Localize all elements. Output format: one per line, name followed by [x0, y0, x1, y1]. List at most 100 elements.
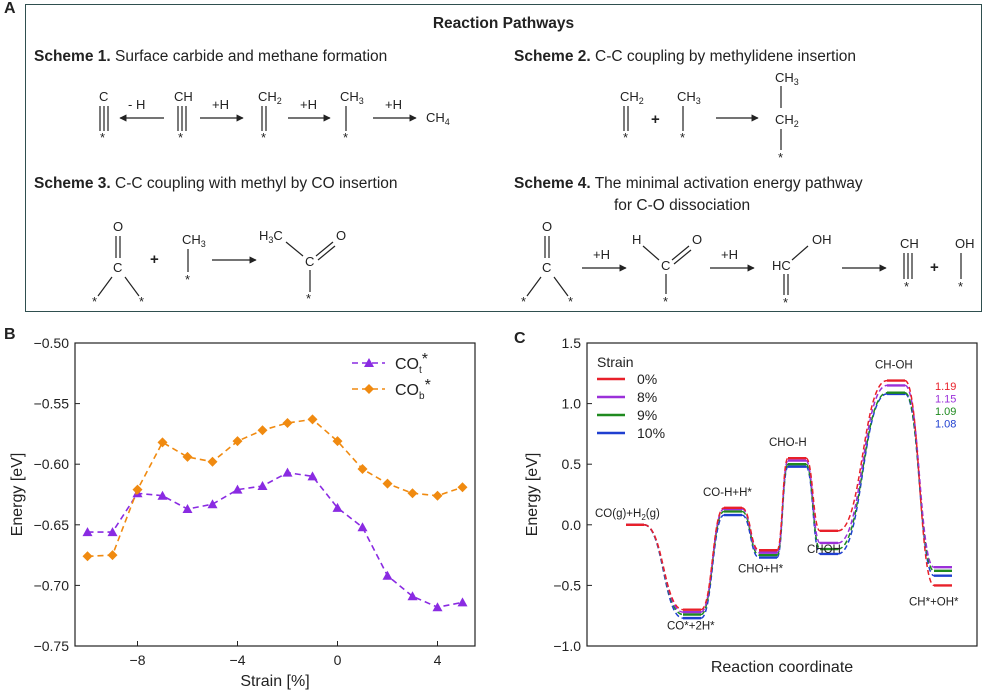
svg-text:*: * — [343, 130, 348, 145]
data-point — [332, 436, 343, 447]
s4-step-1: +H — [593, 247, 610, 262]
data-point — [407, 591, 418, 601]
legend-label-co-t: COt* — [395, 351, 428, 376]
svg-text:*: * — [178, 130, 183, 145]
svg-text:C: C — [542, 260, 551, 275]
svg-text:CH: CH — [900, 236, 919, 251]
connector-line — [904, 379, 935, 587]
series-line-co-b — [87, 418, 463, 558]
svg-text:*: * — [778, 150, 783, 165]
data-point — [257, 481, 268, 491]
y-tick-label: −0.65 — [34, 517, 70, 533]
x-tick-label: 0 — [334, 652, 342, 668]
svg-text:CH2: CH2 — [775, 112, 799, 129]
connector-line — [805, 463, 821, 550]
plot-frame — [586, 342, 978, 647]
s1-ch: CH — [174, 89, 193, 104]
data-point — [332, 502, 343, 512]
x-axis-label: Strain [%] — [240, 673, 309, 690]
svg-text:HC: HC — [772, 258, 791, 273]
data-point — [132, 484, 143, 495]
scheme-4-title-line2: for C-O dissociation — [614, 197, 751, 214]
data-point — [382, 478, 393, 489]
svg-text:*: * — [680, 130, 685, 145]
svg-text:C: C — [113, 260, 122, 275]
data-point — [357, 464, 368, 475]
scheme-4-title: Scheme 4. The minimal activation energy … — [514, 175, 863, 192]
svg-text:*: * — [958, 279, 963, 294]
svg-text:O: O — [113, 219, 123, 234]
data-point — [107, 550, 118, 561]
data-point — [107, 527, 118, 537]
scheme-4-drawing: O C * * +H H C O * +H HC OH * CH * + — [521, 219, 975, 310]
svg-text:*: * — [783, 295, 788, 310]
connector-line — [805, 457, 821, 532]
data-point — [232, 436, 243, 447]
scheme-1-drawing: C * - H CH * +H CH2 * +H CH3 * +H CH4 — [99, 89, 450, 145]
connector-line — [741, 507, 760, 552]
panel-c-letter: C — [514, 330, 526, 347]
legend-marker — [364, 358, 374, 367]
y-tick-label: 1.5 — [562, 335, 582, 351]
y-tick-label: −0.5 — [553, 577, 581, 593]
connector-line — [741, 514, 760, 559]
data-point — [382, 570, 393, 580]
svg-text:*: * — [92, 294, 97, 309]
data-point — [357, 522, 368, 532]
y-tick-label: −0.50 — [34, 335, 70, 351]
strain-energy-chart: −0.75 −0.70 −0.65 −0.60 −0.55 −0.50 −8 −4 0 4 Stra… — [9, 335, 476, 690]
s1-carbon: C — [99, 89, 108, 104]
data-point — [307, 414, 318, 425]
data-point — [257, 425, 268, 436]
svg-text:O: O — [336, 228, 346, 243]
svg-text:CH3: CH3 — [340, 89, 364, 106]
legend-marker — [364, 384, 374, 394]
reaction-pathways-box: Reaction Pathways Scheme 1. Surface carb… — [25, 4, 982, 312]
data-point — [82, 527, 93, 537]
svg-text:CH2: CH2 — [258, 89, 282, 106]
svg-text:*: * — [306, 291, 311, 306]
legend-title: Strain — [597, 354, 634, 370]
x-tick-label: 4 — [434, 652, 442, 668]
svg-text:*: * — [100, 130, 105, 145]
y-tick-label: −0.60 — [34, 456, 70, 472]
legend-label: 0% — [637, 371, 657, 387]
scheme-1-title: Scheme 1. Surface carbide and methane fo… — [34, 48, 388, 65]
y-tick-label: 0.5 — [562, 456, 582, 472]
svg-text:*: * — [521, 294, 526, 309]
svg-text:C: C — [661, 258, 670, 273]
y-axis-label: Energy [eV] — [9, 453, 26, 537]
data-point — [82, 551, 93, 562]
s1-step-1: - H — [128, 97, 145, 112]
series-line-co-t — [87, 471, 463, 609]
peak-value-label: 1.08 — [935, 419, 956, 431]
state-label: CO(g)+H2(g) — [595, 508, 660, 522]
state-label: CHO-H — [769, 437, 807, 449]
svg-text:*: * — [139, 294, 144, 309]
svg-text:OH: OH — [812, 232, 832, 247]
y-tick-label: 1.0 — [562, 396, 582, 412]
state-label: CH*+OH* — [909, 597, 959, 609]
peak-value-label: 1.09 — [935, 406, 956, 418]
svg-text:H3C: H3C — [259, 228, 283, 245]
reaction-energy-profile-chart: −1.0 −0.5 0.0 0.5 1.0 1.5 Reaction coordinate E… — [524, 335, 978, 676]
peak-value-label: 1.15 — [935, 394, 956, 406]
legend-label-co-b: COb* — [395, 377, 431, 402]
x-tick-label: −4 — [230, 652, 246, 668]
data-point — [282, 417, 293, 428]
svg-text:*: * — [623, 130, 628, 145]
state-label: CHO+H* — [738, 563, 784, 575]
data-point — [182, 451, 193, 462]
y-tick-label: −0.75 — [34, 638, 70, 654]
data-point — [307, 471, 318, 481]
y-axis-label: Energy [eV] — [524, 453, 541, 537]
data-point — [207, 499, 218, 509]
connector-line — [904, 384, 935, 568]
data-point — [432, 490, 443, 501]
data-point — [432, 602, 443, 612]
data-point — [157, 437, 168, 448]
svg-text:OH: OH — [955, 236, 975, 251]
svg-text:C: C — [305, 254, 314, 269]
data-point — [457, 597, 468, 607]
connector-line — [643, 524, 684, 611]
